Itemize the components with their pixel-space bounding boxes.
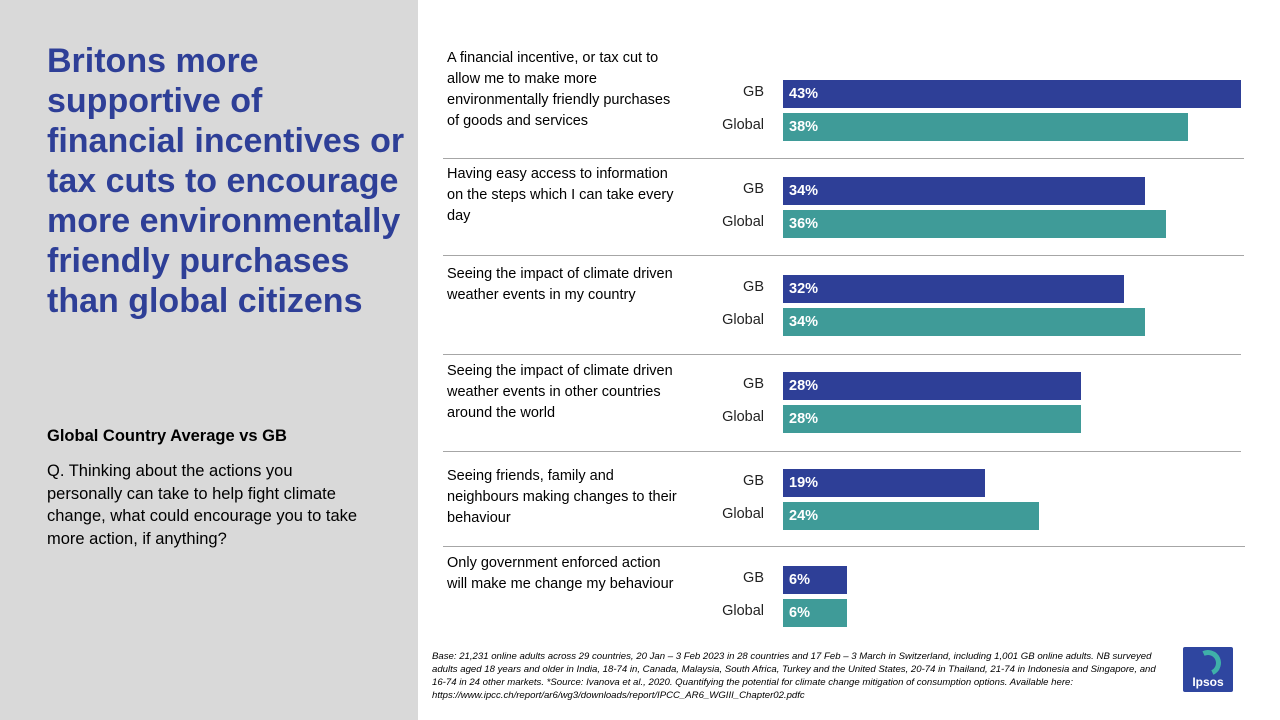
row-divider bbox=[443, 451, 1241, 452]
logo-text: Ipsos bbox=[1192, 675, 1224, 689]
bar-gb bbox=[783, 275, 1124, 303]
category-label: Seeing friends, family and neighbours ma… bbox=[447, 468, 677, 526]
series-label-gb: GB bbox=[743, 473, 764, 489]
bar-value-label: 24% bbox=[789, 508, 819, 524]
bar-value-label: 6% bbox=[789, 605, 810, 621]
series-label-gb: GB bbox=[743, 570, 764, 586]
bar-global bbox=[783, 599, 847, 627]
bar-value-label: 36% bbox=[789, 216, 819, 232]
ipsos-logo: Ipsos bbox=[1183, 647, 1233, 692]
bar-global bbox=[783, 113, 1188, 141]
series-label-gb: GB bbox=[743, 181, 764, 197]
bar-value-label: 6% bbox=[789, 572, 810, 588]
row-divider bbox=[443, 255, 1244, 256]
category-label: Seeing the impact of climate driven weat… bbox=[447, 266, 673, 303]
category-label: Only government enforced action will mak… bbox=[447, 555, 674, 592]
row-divider bbox=[443, 354, 1241, 355]
left-panel: Britons more supportive of financial inc… bbox=[0, 0, 418, 720]
bar-value-label: 28% bbox=[789, 411, 819, 427]
series-label-gb: GB bbox=[743, 279, 764, 295]
series-label-global: Global bbox=[722, 117, 764, 133]
bar-value-label: 34% bbox=[789, 314, 819, 330]
series-label-global: Global bbox=[722, 603, 764, 619]
bar-gb bbox=[783, 566, 847, 594]
bar-value-label: 28% bbox=[789, 378, 819, 394]
bar-value-label: 19% bbox=[789, 475, 819, 491]
series-label-global: Global bbox=[722, 506, 764, 522]
row-divider bbox=[443, 158, 1244, 159]
series-label-gb: GB bbox=[743, 376, 764, 392]
row-divider bbox=[443, 546, 1245, 547]
bar-value-label: 34% bbox=[789, 183, 819, 199]
bar-gb bbox=[783, 372, 1082, 400]
bar-global bbox=[783, 308, 1146, 336]
bar-value-label: 38% bbox=[789, 119, 819, 135]
series-label-global: Global bbox=[722, 214, 764, 230]
footnote: Base: 21,231 online adults across 29 cou… bbox=[432, 651, 1156, 701]
survey-question: Q. Thinking about the actions you person… bbox=[47, 462, 358, 549]
page-title: Britons more supportive of financial inc… bbox=[47, 42, 405, 320]
category-label: Seeing the impact of climate driven weat… bbox=[447, 363, 673, 421]
category-label: Having easy access to information on the… bbox=[447, 166, 674, 224]
series-label-gb: GB bbox=[743, 84, 764, 100]
category-label: A financial incentive, or tax cut to all… bbox=[447, 50, 671, 129]
bar-gb bbox=[783, 177, 1146, 205]
bar-gb bbox=[783, 469, 986, 497]
bar-gb bbox=[783, 80, 1241, 108]
series-label-global: Global bbox=[722, 312, 764, 328]
chart-subtitle: Global Country Average vs GB bbox=[47, 427, 287, 445]
bar-global bbox=[783, 502, 1039, 530]
bar-global bbox=[783, 405, 1082, 433]
series-label-global: Global bbox=[722, 409, 764, 425]
bar-global bbox=[783, 210, 1167, 238]
bar-value-label: 43% bbox=[789, 86, 819, 102]
bar-value-label: 32% bbox=[789, 281, 819, 297]
